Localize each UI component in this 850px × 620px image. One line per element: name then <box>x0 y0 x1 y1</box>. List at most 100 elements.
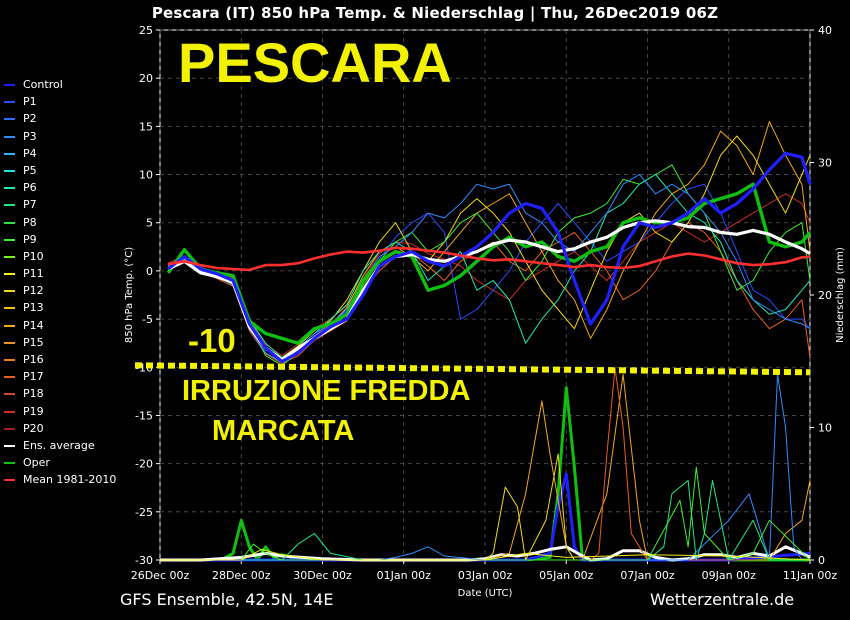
legend-label: P5 <box>23 163 37 177</box>
temp-line-control <box>167 151 812 364</box>
legend-item: P11 <box>4 265 116 282</box>
temp-line-p14 <box>167 121 811 361</box>
x-axis-label: Date (UTC) <box>458 588 513 599</box>
legend-label: P6 <box>23 181 37 195</box>
legend-label: P18 <box>23 387 44 401</box>
legend-item: P19 <box>4 403 116 420</box>
threshold-line <box>134 362 811 376</box>
legend-label: P16 <box>23 353 44 366</box>
legend-swatch <box>4 101 15 104</box>
x-tick-label: 11Jan 00z <box>783 569 837 582</box>
y-axis-right-ticks: 40 30 20 10 0 <box>810 24 832 567</box>
precip-line-ens-average <box>160 545 811 562</box>
overlay-city-label: PESCARA <box>178 31 452 94</box>
legend-item: P18 <box>4 385 116 402</box>
footer-source: Wetterzentrale.de <box>650 590 795 609</box>
precip-line-p9 <box>160 466 811 561</box>
legend-item: P16 <box>4 351 116 368</box>
legend-item: P12 <box>4 282 116 299</box>
footer-model: GFS Ensemble, 42.5N, 14E <box>120 590 334 609</box>
legend-label: Control <box>23 78 63 91</box>
legend-swatch <box>4 152 15 155</box>
temp-line-ens-average <box>167 219 811 362</box>
y-tick-label: 0 <box>146 265 153 278</box>
legend-swatch <box>4 135 15 138</box>
legend-item: P5 <box>4 162 116 179</box>
legend-swatch <box>4 324 15 327</box>
legend-item: P14 <box>4 317 116 334</box>
legend-swatch <box>4 255 15 258</box>
y2-tick-label: 20 <box>818 289 832 302</box>
legend-label: P20 <box>23 421 44 435</box>
y2-tick-label: 0 <box>818 554 825 567</box>
y-axis-right-label: Niederschlag (mm) <box>835 247 846 343</box>
legend-label: P4 <box>23 146 37 160</box>
x-tick-label: 05Jan 00z <box>539 569 593 582</box>
legend-item: P3 <box>4 128 116 145</box>
legend-item: P17 <box>4 368 116 385</box>
legend-swatch <box>4 187 15 190</box>
overlay-caption-line1: IRRUZIONE FREDDA <box>182 375 471 407</box>
legend-label: Mean 1981-2010 <box>23 473 117 487</box>
y-tick-label: 15 <box>139 120 153 133</box>
y-tick-label: -15 <box>135 409 153 422</box>
temp-line-p17 <box>167 222 811 364</box>
legend-item: Mean 1981-2010 <box>4 471 116 488</box>
legend-label: P14 <box>23 318 44 332</box>
legend-swatch <box>4 393 15 396</box>
legend-swatch <box>4 444 15 447</box>
legend-item: Oper <box>4 454 116 471</box>
legend-label: P10 <box>23 249 44 263</box>
legend-label: P7 <box>23 198 37 212</box>
legend-label: P8 <box>23 215 37 229</box>
legend-label: P12 <box>23 284 44 298</box>
legend-item: P1 <box>4 93 116 110</box>
legend-label: P17 <box>23 370 44 384</box>
legend-swatch <box>4 290 15 293</box>
x-tick-label: 03Jan 00z <box>458 569 512 582</box>
x-axis-ticks: 26Dec 00z 28Dec 00z 30Dec 00z 01Jan 00z 03Ja… <box>131 560 837 582</box>
y-tick-label: -5 <box>142 313 153 326</box>
x-tick-label: 01Jan 00z <box>377 569 431 582</box>
legend-swatch <box>4 341 15 344</box>
y-tick-label: 5 <box>146 217 153 230</box>
temperature-series <box>166 121 812 366</box>
y-tick-label: 10 <box>139 169 153 182</box>
legend-item: P2 <box>4 110 116 127</box>
legend-label: P19 <box>23 404 44 418</box>
legend-item: Control <box>4 76 116 93</box>
legend-label: P15 <box>23 335 44 349</box>
legend-item: P10 <box>4 248 116 265</box>
y-tick-label: -25 <box>135 506 153 519</box>
legend-item: P4 <box>4 145 116 162</box>
precip-line-p7 <box>160 480 810 561</box>
legend-swatch <box>4 479 15 482</box>
legend-swatch <box>4 273 15 276</box>
legend-label: P11 <box>23 267 44 281</box>
legend-swatch <box>4 462 15 465</box>
legend-label: P13 <box>23 301 44 315</box>
y-tick-label: 20 <box>139 72 153 85</box>
legend-item: P20 <box>4 420 116 437</box>
y2-tick-label: 10 <box>818 422 832 435</box>
legend-swatch <box>4 84 15 86</box>
legend-item: P15 <box>4 334 116 351</box>
legend-item: P13 <box>4 299 116 316</box>
legend-swatch <box>4 359 15 361</box>
legend-swatch <box>4 307 15 310</box>
overlay-caption-line2: MARCATA <box>212 415 355 447</box>
legend: Control P1 P2 P3 P4 P5 P6 P7 P8 P9 P10 P11 P12 P13 P14… <box>4 76 116 489</box>
legend-swatch <box>4 376 15 379</box>
y-axis-left-label: 850 hPa Temp. (°C) <box>124 247 135 343</box>
y2-tick-label: 30 <box>818 157 832 170</box>
y-tick-label: 25 <box>139 24 153 37</box>
precip-line-p11 <box>160 548 811 561</box>
temp-line-p3 <box>167 174 811 363</box>
precipitation-series <box>160 367 811 562</box>
legend-item: P8 <box>4 214 116 231</box>
legend-item: P7 <box>4 196 116 213</box>
overlay-threshold-label: -10 <box>188 322 236 359</box>
x-tick-label: 09Jan 00z <box>702 569 756 582</box>
legend-swatch <box>4 169 15 172</box>
